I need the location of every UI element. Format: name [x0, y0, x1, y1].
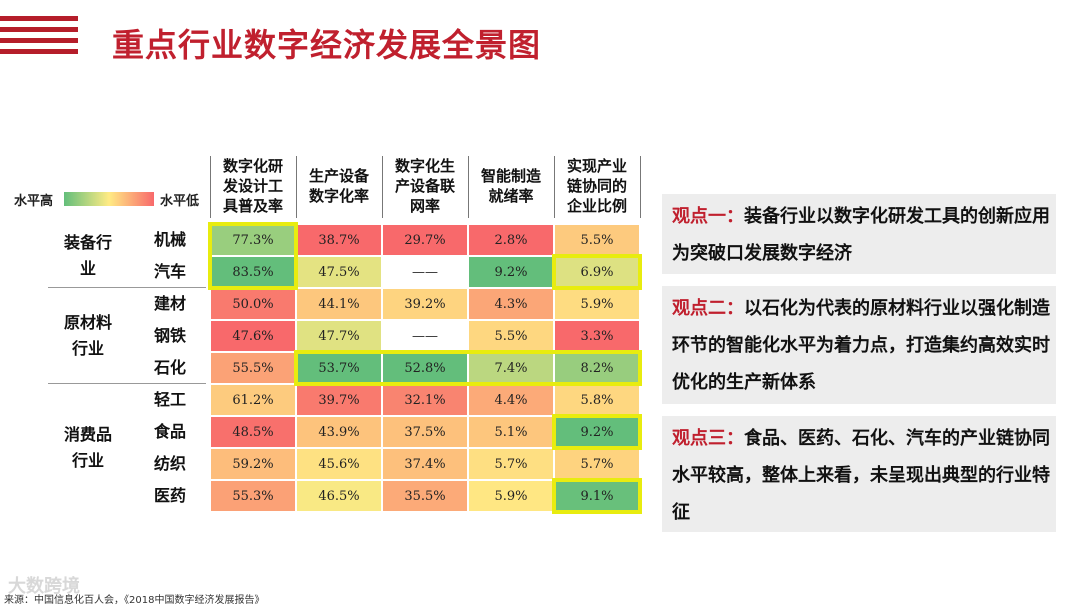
heatmap-cell: 44.1%: [296, 288, 382, 320]
column-header-1: 生产设备 数字化率: [308, 167, 369, 205]
row-label: 轻工: [153, 390, 186, 409]
heatmap-cell: 5.9%: [468, 480, 554, 512]
heatmap-cell: 29.7%: [382, 224, 468, 256]
watermark-logo: 大数跨境: [8, 576, 80, 597]
heatmap-cell: 5.9%: [554, 288, 640, 320]
heatmap-cell: 55.5%: [210, 352, 296, 384]
heatmap-cell: 5.8%: [554, 384, 640, 416]
heatmap-cell: 50.0%: [210, 288, 296, 320]
header-separator: [640, 156, 641, 218]
header-separator: [296, 156, 297, 218]
heatmap-cell: 45.6%: [296, 448, 382, 480]
point-1-text: 装备行业以数字化研发工具的创新应用为突破口发展数字经济: [672, 206, 1050, 264]
header-separator: [554, 156, 555, 218]
point-3-tag: 观点三：: [672, 428, 744, 449]
row-label: 钢铁: [153, 326, 186, 345]
heatmap-cell: 37.4%: [382, 448, 468, 480]
point-panel-2: 观点二：以石化为代表的原材料行业以强化制造环节的智能化水平为着力点，打造集约高效…: [662, 286, 1056, 404]
heatmap-cell: 9.2%: [468, 256, 554, 288]
highlight-box: [552, 478, 642, 514]
point-panel-3: 观点三：食品、医药、石化、汽车的产业链协同水平较高，整体上来看，未呈现出典型的行…: [662, 416, 1056, 532]
group-separator: [48, 287, 206, 288]
heatmap-cell: 35.5%: [382, 480, 468, 512]
highlight-box: [208, 222, 298, 290]
highlight-box: [552, 254, 642, 290]
point-1-tag: 观点一：: [672, 206, 744, 227]
heatmap-cell: 8.2%: [554, 352, 640, 384]
row-label: 建材: [153, 294, 186, 313]
heatmap-cell: 47.5%: [296, 256, 382, 288]
heatmap-cell: 48.5%: [210, 416, 296, 448]
heatmap-cell: 83.5%: [210, 256, 296, 288]
heatmap-cell: 59.2%: [210, 448, 296, 480]
row-label: 石化: [153, 358, 186, 377]
row-label: 医药: [153, 486, 186, 505]
heatmap-cell: 39.7%: [296, 384, 382, 416]
heatmap-cell: ——: [382, 256, 468, 288]
heatmap-cell: 5.5%: [468, 320, 554, 352]
logo-stripes: [0, 16, 78, 66]
point-2-text: 以石化为代表的原材料行业以强化制造环节的智能化水平为着力点，打造集约高效实时优化…: [672, 298, 1050, 393]
heatmap-cell: 4.3%: [468, 288, 554, 320]
highlight-box: [294, 350, 642, 386]
group-label: 原材料 行业: [63, 313, 112, 358]
heatmap-cell: 3.3%: [554, 320, 640, 352]
heatmap-cell: 55.3%: [210, 480, 296, 512]
column-header-3: 智能制造 就绪率: [480, 167, 541, 205]
heatmap-cell: 32.1%: [382, 384, 468, 416]
row-label: 机械: [153, 230, 186, 249]
heatmap-cell: 7.4%: [468, 352, 554, 384]
heatmap-cell: 53.7%: [296, 352, 382, 384]
heatmap-cell: 2.8%: [468, 224, 554, 256]
heatmap-cell: 5.5%: [554, 224, 640, 256]
heatmap-cell: 39.2%: [382, 288, 468, 320]
heatmap-cell: 5.1%: [468, 416, 554, 448]
heatmap-cell: 43.9%: [296, 416, 382, 448]
source-note: 来源：中国信息化百人会，《2018中国数字经济发展报告》: [4, 595, 265, 606]
header-separator: [382, 156, 383, 218]
row-label: 汽车: [153, 262, 186, 281]
row-label: 纺织: [153, 454, 186, 473]
heatmap-cell: 38.7%: [296, 224, 382, 256]
page-title: 重点行业数字经济发展全景图: [112, 26, 542, 64]
heatmap-cell: ——: [382, 320, 468, 352]
point-3-text: 食品、医药、石化、汽车的产业链协同水平较高，整体上来看，未呈现出典型的行业特征: [672, 428, 1050, 523]
legend-gradient-bar: [64, 192, 154, 206]
column-header-4: 实现产业 链协同的 企业比例: [566, 157, 627, 215]
highlight-box: [552, 414, 642, 450]
heatmap-cell: 47.7%: [296, 320, 382, 352]
point-2-tag: 观点二：: [672, 298, 744, 319]
legend-high-label: 水平高: [14, 194, 54, 209]
header-separator: [210, 156, 211, 218]
group-label: 消费品 行业: [63, 425, 112, 470]
heatmap-cell: 5.7%: [468, 448, 554, 480]
legend-low-label: 水平低: [160, 194, 200, 209]
heatmap-cell: 4.4%: [468, 384, 554, 416]
point-panel-1: 观点一：装备行业以数字化研发工具的创新应用为突破口发展数字经济: [662, 194, 1056, 274]
heatmap-cell: 46.5%: [296, 480, 382, 512]
header-separator: [468, 156, 469, 218]
group-separator: [48, 383, 206, 384]
column-header-0: 数字化研 发设计工 具普及率: [222, 157, 283, 215]
heatmap-cell: 5.7%: [554, 448, 640, 480]
heatmap-cell: 61.2%: [210, 384, 296, 416]
group-label: 装备行 业: [63, 233, 112, 278]
row-label: 食品: [153, 422, 186, 441]
heatmap-cell: 37.5%: [382, 416, 468, 448]
heatmap-cell: 47.6%: [210, 320, 296, 352]
column-header-2: 数字化生 产设备联 网率: [394, 157, 455, 215]
